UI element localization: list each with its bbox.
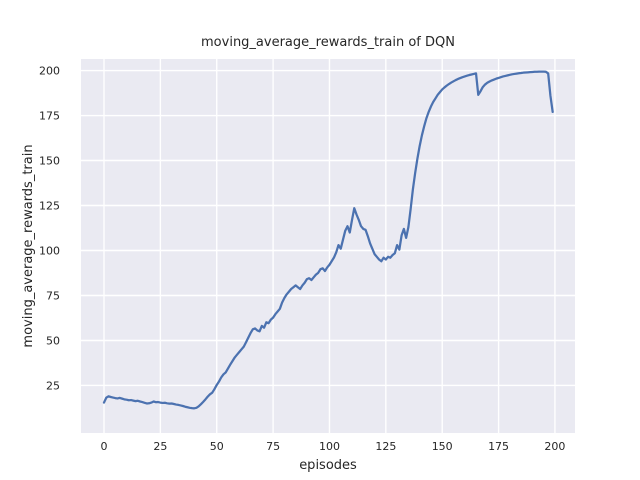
y-axis-label: moving_average_rewards_train <box>21 144 36 347</box>
y-tick-label: 50 <box>46 334 60 347</box>
reward-line <box>102 70 554 410</box>
gridlines <box>81 59 575 433</box>
y-tick-label: 200 <box>39 65 60 78</box>
x-tick-label: 50 <box>210 440 224 453</box>
y-tick-label: 125 <box>39 200 60 213</box>
plot-area <box>81 59 575 433</box>
x-axis-label: episodes <box>299 458 357 473</box>
y-tick-labels: 25 50 75 100 125 150 175 200 <box>39 65 60 393</box>
x-tick-labels: 0 25 50 75 100 125 150 175 200 <box>100 440 565 453</box>
x-tick-label: 125 <box>375 440 396 453</box>
x-tick-label: 150 <box>432 440 453 453</box>
y-tick-label: 100 <box>39 244 60 257</box>
chart-title: moving_average_rewards_train of DQN <box>201 35 455 50</box>
x-tick-label: 200 <box>544 440 565 453</box>
y-tick-label: 175 <box>39 110 60 123</box>
x-tick-label: 25 <box>153 440 167 453</box>
x-tick-label: 75 <box>266 440 280 453</box>
y-tick-label: 25 <box>46 379 60 392</box>
y-tick-label: 150 <box>39 155 60 168</box>
y-tick-label: 75 <box>46 289 60 302</box>
x-tick-label: 0 <box>100 440 107 453</box>
x-tick-label: 100 <box>319 440 340 453</box>
x-tick-label: 175 <box>488 440 509 453</box>
